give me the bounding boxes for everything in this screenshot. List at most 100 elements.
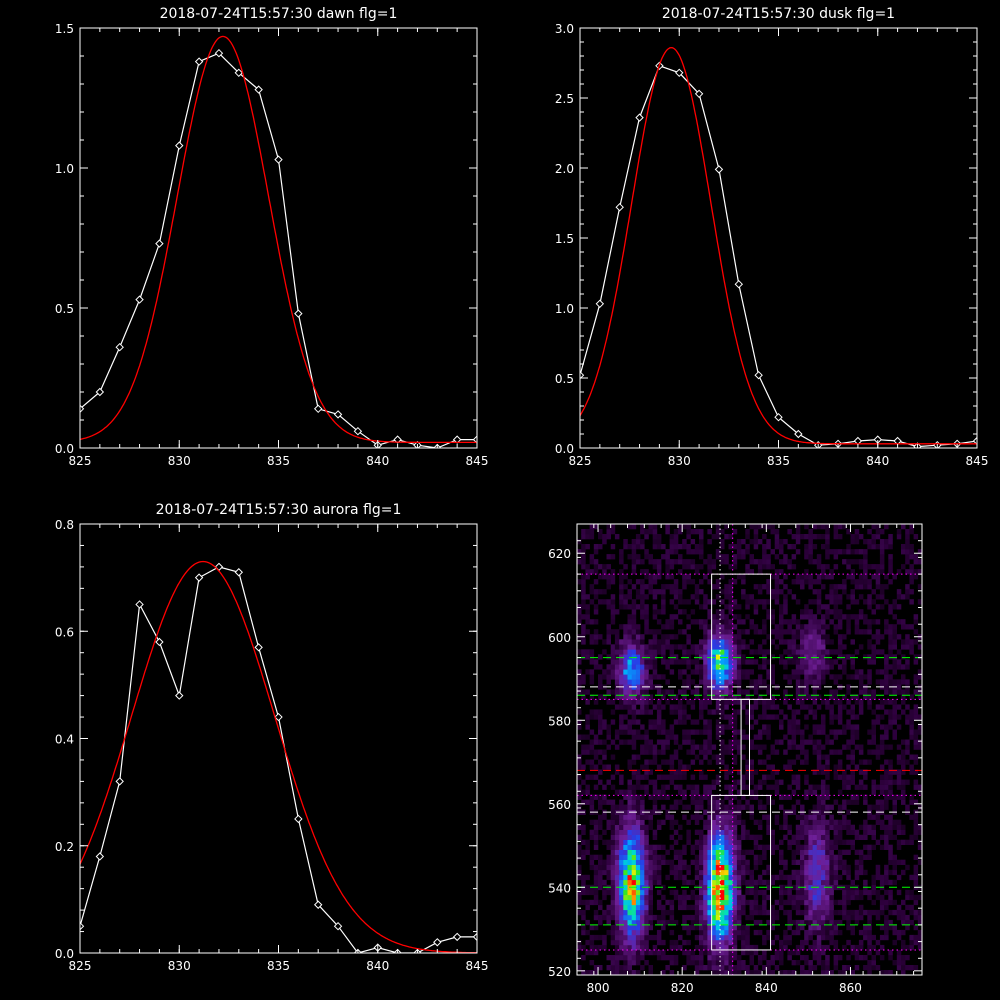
- heatmap-cell: [795, 744, 801, 750]
- heatmap-cell: [757, 699, 763, 705]
- heatmap-cell: [783, 629, 788, 635]
- heatmap-cell: [795, 694, 801, 700]
- heatmap-cell: [581, 749, 586, 755]
- heatmap-cell: [753, 834, 759, 840]
- heatmap-cell: [694, 829, 700, 835]
- heatmap-cell: [804, 829, 809, 835]
- heatmap-cell: [577, 774, 582, 780]
- heatmap-cell: [871, 899, 876, 906]
- heatmap-cell: [669, 754, 675, 760]
- heatmap-cell: [610, 849, 616, 855]
- heatmap-cell: [614, 879, 620, 886]
- heatmap-cell: [850, 534, 855, 540]
- heatmap-cell: [757, 589, 763, 595]
- heatmap-cell: [627, 759, 632, 765]
- heatmap-cell: [732, 859, 738, 865]
- heatmap-cell: [631, 689, 637, 695]
- heatmap-cell: [858, 579, 864, 585]
- heatmap-cell: [652, 594, 658, 600]
- heatmap-cell: [678, 834, 683, 840]
- heatmap-cell: [619, 899, 624, 906]
- heatmap-cell: [732, 664, 738, 670]
- heatmap-cell: [736, 914, 742, 921]
- heatmap-cell: [606, 664, 611, 670]
- heatmap-cell: [884, 599, 889, 605]
- heatmap-cell: [888, 709, 893, 715]
- heatmap-cell: [736, 909, 742, 916]
- heatmap-cell: [707, 914, 712, 921]
- heatmap-cell: [732, 970, 738, 975]
- heatmap-cell: [867, 594, 872, 600]
- heatmap-cell: [888, 859, 893, 865]
- heatmap-cell: [669, 869, 675, 876]
- heatmap-cell: [804, 554, 809, 560]
- heatmap-cell: [884, 774, 889, 780]
- heatmap-cell: [808, 869, 813, 876]
- heatmap-cell: [825, 784, 830, 790]
- heatmap-cell: [808, 970, 813, 975]
- heatmap-cell: [602, 764, 607, 770]
- heatmap-cell: [812, 644, 818, 650]
- heatmap-cell: [699, 929, 704, 936]
- heatmap-cell: [779, 739, 784, 745]
- heatmap-cell: [728, 794, 733, 800]
- heatmap-cell: [686, 804, 691, 810]
- heatmap-cell: [715, 965, 721, 971]
- heatmap-cell: [640, 704, 645, 710]
- heatmap-cell: [753, 544, 759, 550]
- heatmap-cell: [875, 894, 881, 901]
- heatmap-cell: [707, 669, 712, 675]
- heatmap-cell: [884, 734, 889, 740]
- heatmap-cell: [661, 729, 666, 735]
- heatmap-cell: [656, 859, 662, 865]
- heatmap-cell: [619, 659, 624, 665]
- heatmap-cell: [762, 889, 767, 896]
- heatmap-cell: [593, 894, 599, 901]
- heatmap-cell: [846, 894, 851, 901]
- heatmap-cell: [610, 774, 616, 780]
- heatmap-cell: [610, 664, 616, 670]
- heatmap-cell: [825, 754, 830, 760]
- heatmap-cell: [707, 659, 712, 665]
- heatmap-cell: [694, 654, 700, 660]
- heatmap-cell: [808, 879, 813, 886]
- heatmap-cell: [623, 924, 628, 931]
- heatmap-cell: [837, 624, 843, 630]
- heatmap-cell: [774, 814, 780, 820]
- heatmap-cell: [661, 594, 666, 600]
- heatmap-cell: [690, 759, 696, 765]
- heatmap-cell: [640, 544, 645, 550]
- heatmap-cell: [694, 599, 700, 605]
- heatmap-cell: [614, 629, 620, 635]
- heatmap-cell: [724, 859, 729, 865]
- heatmap-cell: [673, 529, 679, 535]
- heatmap-cell: [648, 849, 653, 855]
- heatmap-cell: [779, 859, 784, 865]
- heatmap-cell: [892, 939, 897, 946]
- heatmap-cell: [795, 874, 801, 881]
- heatmap-cell: [884, 544, 889, 550]
- heatmap-cell: [640, 844, 645, 850]
- heatmap-cell: [795, 574, 801, 580]
- heatmap-cell: [593, 559, 599, 565]
- heatmap-cell: [577, 619, 582, 625]
- heatmap-cell: [842, 814, 847, 820]
- heatmap-cell: [610, 619, 616, 625]
- heatmap-cell: [673, 919, 679, 926]
- heatmap-cell: [741, 659, 746, 665]
- heatmap-cell: [724, 814, 729, 820]
- heatmap-cell: [669, 919, 675, 926]
- heatmap-cell: [644, 664, 649, 670]
- heatmap-cell: [842, 614, 847, 620]
- heatmap-cell: [627, 879, 632, 886]
- heatmap-cell: [917, 569, 922, 575]
- heatmap-cell: [581, 799, 586, 805]
- heatmap-cell: [804, 644, 809, 650]
- heatmap-cell: [896, 534, 902, 540]
- heatmap-cell: [858, 614, 864, 620]
- heatmap-cell: [673, 829, 679, 835]
- heatmap-cell: [644, 960, 649, 966]
- heatmap-cell: [619, 909, 624, 916]
- heatmap-cell: [682, 644, 687, 650]
- heatmap-cell: [728, 564, 733, 570]
